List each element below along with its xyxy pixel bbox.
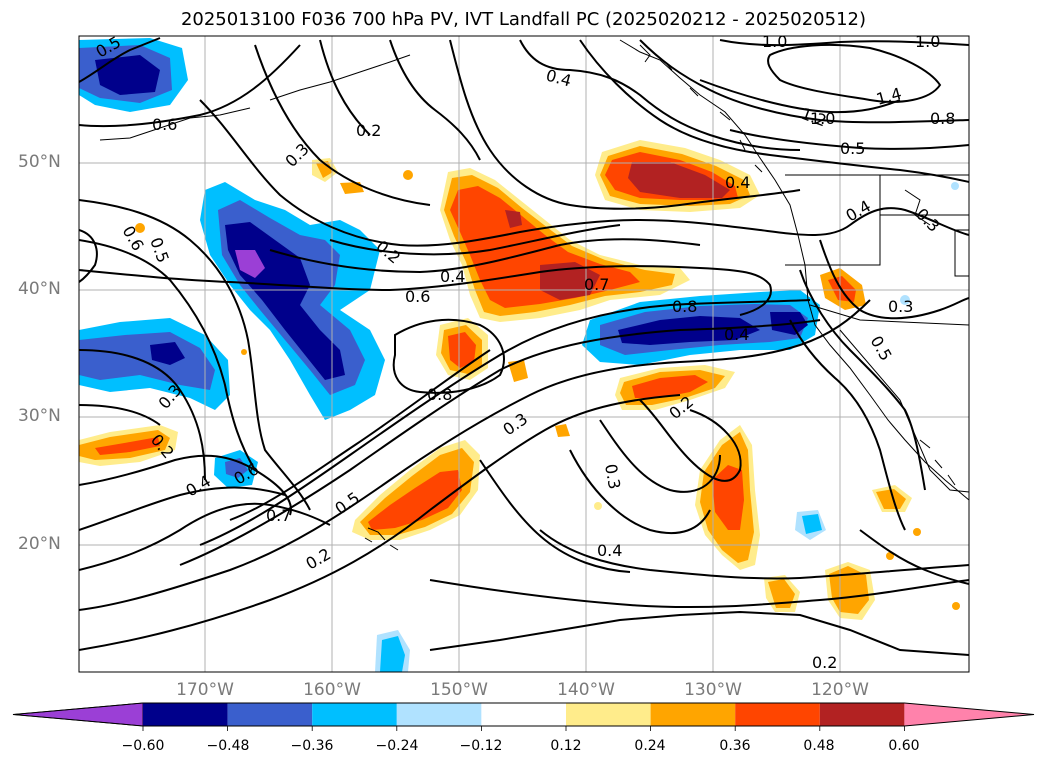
colorbar-segment xyxy=(312,703,397,726)
colorbar-tick-label: 0.36 xyxy=(719,738,751,754)
longitude-label: 130°W xyxy=(684,680,742,700)
colorbar-tick-label: −0.12 xyxy=(459,738,503,754)
colorbar-tick-label: 0.24 xyxy=(634,738,666,754)
colorbar-tick-label: 0.48 xyxy=(803,738,835,754)
colorbar-segment xyxy=(566,703,651,726)
contour-label: 0.7 xyxy=(584,275,609,294)
colorbar-segment xyxy=(735,703,820,726)
latitude-label: 50°N xyxy=(18,152,61,172)
coastlines xyxy=(99,39,969,551)
contour-label: 0.2 xyxy=(812,653,837,672)
latitude-label: 40°N xyxy=(18,279,61,299)
contour-label: 1.0 xyxy=(810,109,835,128)
colorbar-segment xyxy=(904,703,1034,726)
colorbar-tick-label: −0.48 xyxy=(206,738,250,754)
colorbar-segment xyxy=(650,703,736,726)
colorbar-tick-label: −0.60 xyxy=(121,738,165,754)
longitude-label: 170°W xyxy=(176,680,234,700)
colorbar-segment xyxy=(227,703,313,726)
colorbar-tick-label: 0.12 xyxy=(550,738,582,754)
map-plot-area: 0.5 0.6 0.2 0.4 1.0 1.0 1.2 1.4 0.8 1.0 … xyxy=(79,32,969,672)
longitude-label: 140°W xyxy=(557,680,615,700)
map-frame xyxy=(78,35,970,673)
map-title: 2025013100 F036 700 hPa PV, IVT Landfall… xyxy=(180,9,867,30)
colorbar xyxy=(12,702,1035,731)
colorbar-segment xyxy=(481,703,566,726)
colorbar-tick-label: −0.24 xyxy=(375,738,419,754)
contour-label: 0.3 xyxy=(888,297,913,316)
colorbar-tick-label: −0.36 xyxy=(290,738,334,754)
latitude-label: 20°N xyxy=(18,534,61,554)
contour-lines xyxy=(79,37,969,656)
contour-label: 0.4 xyxy=(597,541,622,560)
colorbar-tick-label: 0.60 xyxy=(888,738,920,754)
contour-label: 0.8 xyxy=(672,297,697,316)
longitude-label: 120°W xyxy=(811,680,869,700)
contour-label: 0.4 xyxy=(725,173,750,192)
gridlines xyxy=(79,36,969,672)
colorbar-segment xyxy=(819,703,905,726)
contour-label: 0.3 xyxy=(601,462,624,490)
contour-label: 1.0 xyxy=(915,32,940,51)
contour-label: 0.2 xyxy=(356,121,381,140)
contour-label: 0.4 xyxy=(724,325,749,344)
contour-label: 0.8 xyxy=(427,385,452,404)
contour-label: 0.6 xyxy=(405,287,430,306)
longitude-label: 160°W xyxy=(303,680,361,700)
latitude-label: 30°N xyxy=(18,406,61,426)
colorbar-segment xyxy=(12,702,144,727)
contour-label: 0.8 xyxy=(930,109,955,128)
colorbar-segment xyxy=(396,703,482,726)
longitude-label: 150°W xyxy=(430,680,488,700)
contour-label: 0.5 xyxy=(840,139,865,158)
contour-label: 0.6 xyxy=(152,115,177,134)
colorbar-segment xyxy=(143,703,228,726)
contour-label: 1.0 xyxy=(762,32,787,51)
contour-label: 0.4 xyxy=(440,267,465,286)
contour-label: 0.7 xyxy=(266,506,291,525)
